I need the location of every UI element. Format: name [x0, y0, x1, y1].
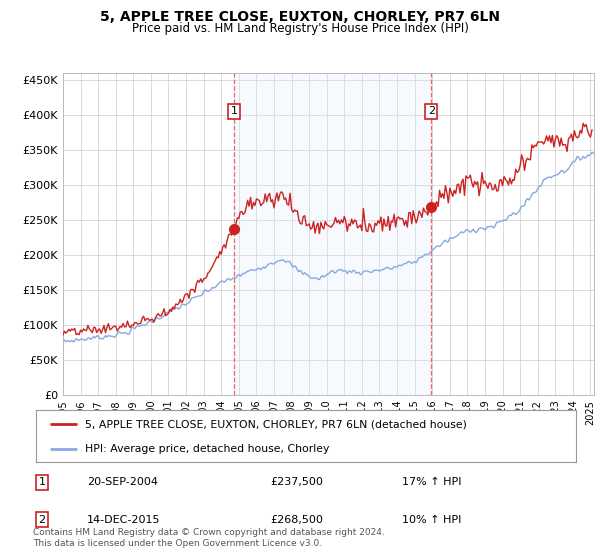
Text: 17% ↑ HPI: 17% ↑ HPI: [402, 477, 461, 487]
Text: £237,500: £237,500: [270, 477, 323, 487]
Text: 10% ↑ HPI: 10% ↑ HPI: [402, 515, 461, 525]
Bar: [234, 73, 431, 395]
Text: £268,500: £268,500: [270, 515, 323, 525]
Text: HPI: Average price, detached house, Chorley: HPI: Average price, detached house, Chor…: [85, 444, 329, 454]
Text: Price paid vs. HM Land Registry's House Price Index (HPI): Price paid vs. HM Land Registry's House …: [131, 22, 469, 35]
Text: 2: 2: [428, 106, 435, 116]
Text: 2: 2: [38, 515, 46, 525]
Text: 1: 1: [38, 477, 46, 487]
Text: 1: 1: [230, 106, 238, 116]
Text: 5, APPLE TREE CLOSE, EUXTON, CHORLEY, PR7 6LN (detached house): 5, APPLE TREE CLOSE, EUXTON, CHORLEY, PR…: [85, 419, 466, 430]
Text: 20-SEP-2004: 20-SEP-2004: [87, 477, 158, 487]
Text: 5, APPLE TREE CLOSE, EUXTON, CHORLEY, PR7 6LN: 5, APPLE TREE CLOSE, EUXTON, CHORLEY, PR…: [100, 10, 500, 24]
Text: Contains HM Land Registry data © Crown copyright and database right 2024.
This d: Contains HM Land Registry data © Crown c…: [33, 528, 385, 548]
Text: 14-DEC-2015: 14-DEC-2015: [87, 515, 161, 525]
